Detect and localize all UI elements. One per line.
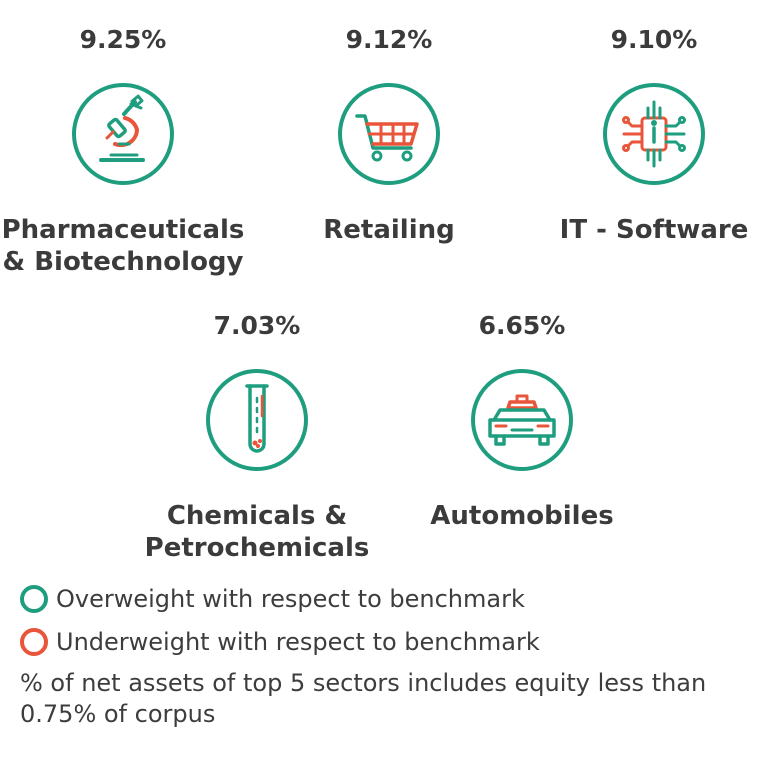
green-ring-icon: [20, 585, 48, 613]
legend-overweight: Overweight with respect to benchmark: [20, 580, 525, 618]
sector-percent: 9.10%: [610, 25, 698, 54]
sector-name-line1: Chemicals &: [166, 501, 348, 531]
sector-percent: 6.65%: [478, 311, 566, 340]
sector-name-line2: & Biotechnology: [2, 247, 244, 277]
legend-underweight-label: Underweight with respect to benchmark: [56, 628, 540, 656]
sector-name-line1: Automobiles: [430, 501, 614, 531]
red-ring-icon: [20, 628, 48, 656]
microscope-icon: [71, 82, 175, 186]
sector-it-software: 9.10% IT - Software: [524, 24, 765, 246]
sector-percent: 9.12%: [345, 25, 433, 54]
shopping-cart-icon: [337, 82, 441, 186]
sector-name-line1: Retailing: [323, 215, 455, 245]
sector-name-line1: IT - Software: [559, 215, 749, 245]
sector-name-line2: Petrochemicals: [144, 533, 370, 563]
circuit-chip-icon: [602, 82, 706, 186]
sector-percent: 7.03%: [213, 311, 301, 340]
sector-percent: 9.25%: [79, 25, 167, 54]
footnote: % of net assets of top 5 sectors include…: [20, 669, 707, 728]
sector-chemicals: 7.03% Chemicals & Petrochemicals: [127, 310, 387, 564]
car-icon: [470, 368, 574, 472]
sector-automobiles: 6.65% Automobiles: [392, 310, 652, 532]
legend-underweight: Underweight with respect to benchmark: [20, 623, 540, 661]
sector-retailing: 9.12% Retailing: [259, 24, 519, 246]
test-tube-icon: [205, 368, 309, 472]
sector-pharmaceuticals: 9.25% Pharmaceuticals & Biotechnology: [0, 24, 253, 278]
sector-name-line1: Pharmaceuticals: [1, 215, 245, 245]
legend-overweight-label: Overweight with respect to benchmark: [56, 585, 525, 613]
